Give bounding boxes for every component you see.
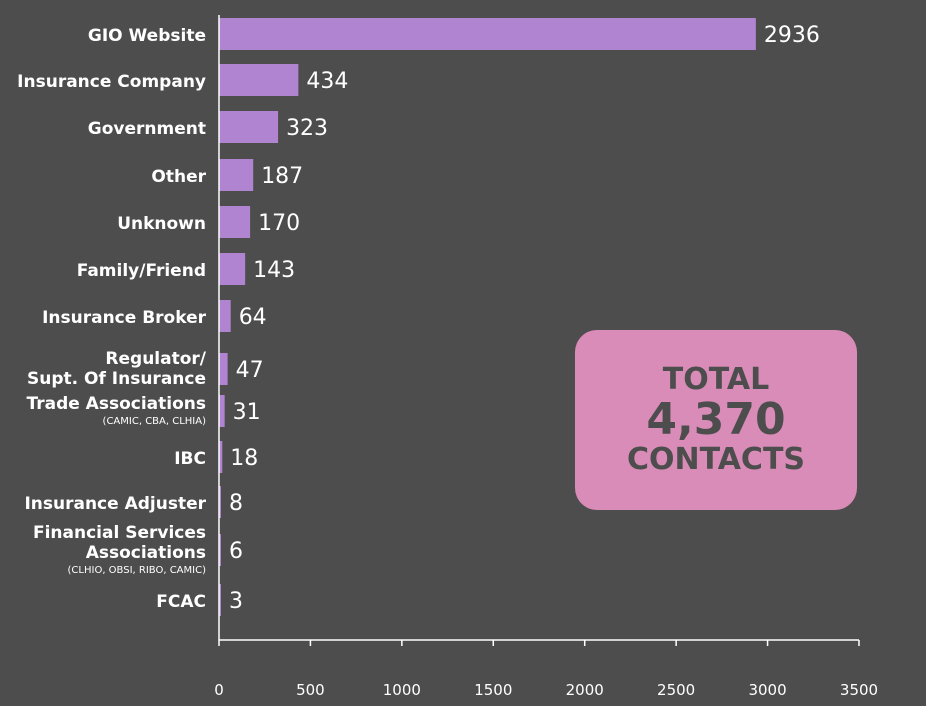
bar-8 (219, 395, 225, 427)
value-label-7: 47 (236, 358, 264, 383)
bar-7 (219, 353, 228, 385)
category-label-6-0: Insurance Broker (42, 308, 207, 328)
category-sublabel-11: (CLHIO, OBSI, RIBO, CAMIC) (68, 565, 207, 576)
total-value: 4,370 (646, 394, 786, 445)
value-label-3: 187 (261, 164, 303, 189)
category-label-10-0: Insurance Adjuster (24, 494, 206, 514)
x-tick-label-1: 500 (296, 681, 325, 699)
bar-3 (219, 159, 254, 191)
category-label-12-0: FCAC (156, 592, 206, 612)
value-label-5: 143 (253, 258, 295, 283)
x-tick-label-5: 2500 (657, 681, 695, 699)
value-label-6: 64 (239, 305, 267, 330)
category-label-4-0: Unknown (117, 214, 206, 234)
bar-4 (219, 206, 251, 238)
x-tick-label-0: 0 (214, 681, 224, 699)
value-label-11: 6 (229, 539, 243, 564)
category-label-7-1: Supt. Of Insurance (27, 369, 206, 389)
category-label-5-0: Family/Friend (77, 261, 206, 281)
bar-12 (219, 584, 221, 616)
category-label-8-0: Trade Associations (26, 394, 206, 414)
bar-6 (219, 300, 231, 332)
total-label: TOTAL (662, 362, 770, 397)
bar-2 (219, 111, 279, 143)
bar-11 (219, 534, 221, 566)
x-tick-label-2: 1000 (383, 681, 421, 699)
category-label-2-0: Government (88, 119, 206, 139)
value-label-4: 170 (258, 211, 300, 236)
category-sublabel-8: (CAMIC, CBA, CLHIA) (103, 416, 207, 427)
x-tick-label-6: 3000 (748, 681, 786, 699)
bar-1 (219, 64, 299, 96)
value-label-2: 323 (286, 116, 328, 141)
category-label-9-0: IBC (174, 449, 206, 469)
category-label-7-0: Regulator/ (105, 349, 206, 369)
category-label-11-1: Associations (86, 543, 206, 563)
category-label-0-0: GIO Website (88, 26, 206, 46)
value-label-1: 434 (306, 69, 348, 94)
x-tick-label-3: 1500 (474, 681, 512, 699)
value-label-8: 31 (233, 400, 261, 425)
bar-10 (219, 486, 221, 518)
value-label-12: 3 (229, 589, 243, 614)
category-label-11-0: Financial Services (33, 523, 206, 543)
value-label-10: 8 (229, 491, 243, 516)
contacts-label: CONTACTS (626, 442, 806, 477)
x-tick-label-4: 2000 (566, 681, 604, 699)
total-contacts-box: TOTAL 4,370 CONTACTS (575, 330, 857, 510)
bar-5 (219, 253, 246, 285)
x-tick-label-7: 3500 (840, 681, 878, 699)
value-label-9: 18 (230, 446, 258, 471)
category-label-3-0: Other (151, 167, 206, 187)
bar-9 (219, 441, 223, 473)
bar-0 (219, 18, 756, 50)
category-label-1-0: Insurance Company (17, 72, 206, 92)
value-label-0: 2936 (764, 23, 820, 48)
